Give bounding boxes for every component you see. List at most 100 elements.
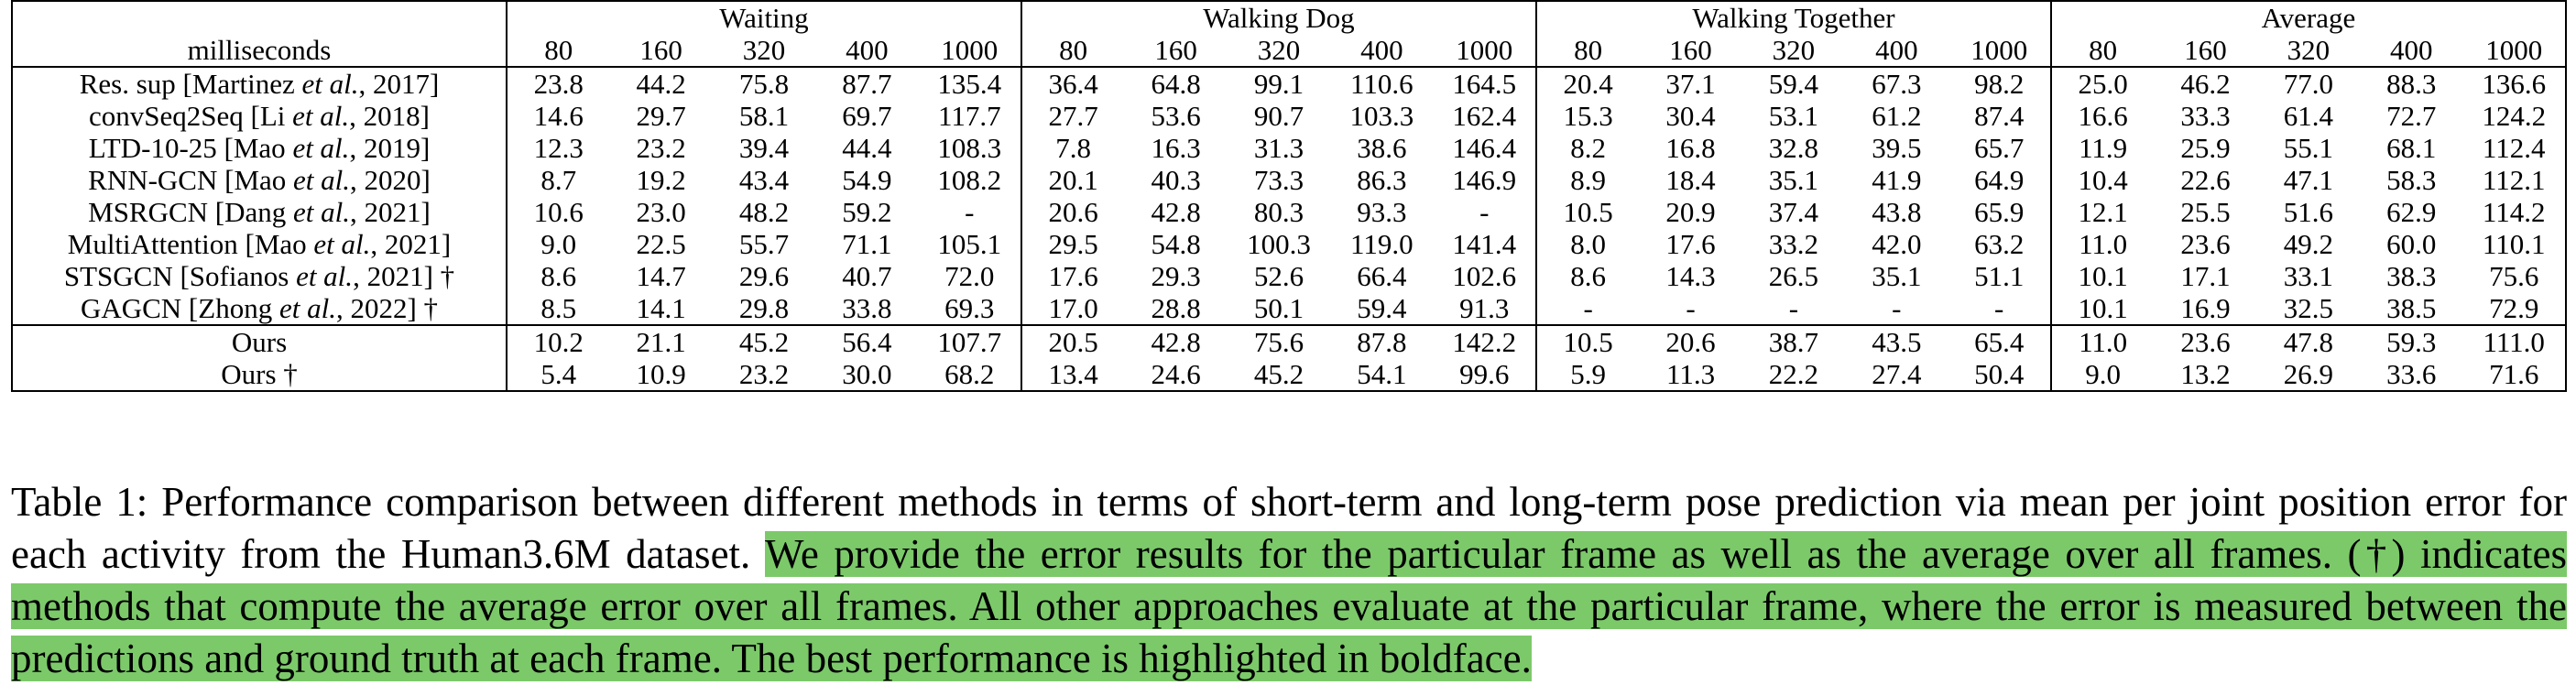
table-header: Waiting Walking Dog Walking Together Ave… (11, 0, 2567, 67)
value-cell: 75.6 (2462, 260, 2567, 292)
value-cell: 38.5 (2386, 292, 2437, 324)
value-cell: 7.8 (1020, 132, 1125, 164)
value-cell: 10.5 (1534, 196, 1640, 228)
value-cell: - (1892, 292, 1902, 324)
value-cell: 35.1 (1872, 260, 1922, 292)
value-cell: 68.1 (2386, 132, 2437, 164)
value-cell: 44.2 (609, 66, 713, 100)
group-header-average: Average (2049, 0, 2567, 34)
value-cell: 26.9 (2256, 358, 2361, 392)
value-cell: 108.2 (937, 164, 1002, 196)
value-cell: 41.9 (1872, 164, 1922, 196)
group-header-walking-dog: Walking Dog (1020, 0, 1536, 34)
table-row: GAGCN [Zhong et al., 2022] † 8.5 14.1 29.8 3… (11, 292, 2567, 325)
value-cell: 38.6 (1357, 132, 1407, 164)
value-cell: 72.0 (944, 260, 995, 292)
value-cell: 91.3 (1459, 292, 1510, 324)
method-cell: RNN-GCN [Mao et al., 2020] (11, 164, 507, 196)
value-cell: 47.1 (2283, 164, 2334, 196)
value-cell: 8.6 (1534, 260, 1640, 292)
horizon-header-cell: 160 (1154, 34, 1197, 66)
value-cell: 88.3 (2360, 66, 2463, 100)
value-cell: 29.3 (1151, 260, 1201, 292)
value-cell: 25.0 (2049, 66, 2155, 100)
value-cell: 10.6 (505, 196, 610, 228)
horizon-header-row: milliseconds 80 160 320 400 1000 80 160 320 400 1… (11, 34, 2567, 67)
horizon-header-cell: 1000 (1970, 34, 2028, 66)
value-cell: 114.2 (2462, 196, 2567, 228)
caption-text: Table 1: Performance comparison between … (11, 479, 2567, 577)
value-cell: 29.6 (738, 260, 790, 292)
value-cell: 59.4 (1741, 66, 1846, 100)
value-cell: 43.5 (1845, 324, 1948, 358)
value-cell: 62.9 (2386, 196, 2437, 228)
value-cell: 33.2 (1768, 228, 1819, 260)
value-cell: 105.1 (937, 228, 1002, 260)
value-cell: 111.0 (2462, 324, 2567, 358)
value-cell: 25.9 (2180, 132, 2231, 164)
group-header-row: Waiting Walking Dog Walking Together Ave… (11, 0, 2567, 34)
value-cell: 75.8 (712, 66, 816, 100)
value-cell: 37.1 (1639, 66, 1742, 100)
value-cell: 119.0 (1350, 228, 1414, 260)
value-cell: 54.8 (1151, 228, 1201, 260)
value-cell: 10.5 (1534, 324, 1640, 358)
value-cell: 10.9 (609, 358, 713, 392)
method-cell: STSGCN [Sofianos et al., 2021] † (11, 260, 507, 292)
value-cell: 29.8 (738, 292, 790, 324)
value-cell: 23.2 (636, 132, 686, 164)
value-cell: 69.3 (944, 292, 995, 324)
horizon-header-cell: 400 (1875, 34, 1918, 66)
horizon-header-cell: 80 (1534, 34, 1640, 67)
value-cell: 75.6 (1227, 324, 1331, 358)
value-cell: 40.3 (1151, 164, 1201, 196)
value-cell: 42.8 (1124, 324, 1228, 358)
value-cell: 50.4 (1948, 358, 2051, 392)
value-cell: 55.7 (738, 228, 790, 260)
value-cell: 10.1 (2049, 292, 2155, 325)
value-cell: 110.6 (1330, 66, 1434, 100)
value-cell: 19.2 (636, 164, 686, 196)
value-cell: 51.6 (2283, 196, 2334, 228)
value-cell: 63.2 (1974, 228, 2025, 260)
value-cell: 12.1 (2049, 196, 2155, 228)
horizon-header-cell: 400 (2390, 34, 2433, 66)
value-cell: 8.0 (1534, 228, 1640, 260)
value-cell: 23.0 (636, 196, 686, 228)
value-cell: 100.3 (1247, 228, 1311, 260)
value-cell: 93.3 (1357, 196, 1407, 228)
table-row: RNN-GCN [Mao et al., 2020] 8.7 19.2 43.4 54.… (11, 164, 2567, 196)
horizon-header-cell: 320 (1257, 34, 1301, 66)
table-row: Res. sup [Martinez et al., 2017] 23.8 44.2… (11, 66, 2567, 100)
value-cell: 99.1 (1227, 66, 1331, 100)
value-cell: 44.4 (842, 132, 892, 164)
horizon-header-cell: 1000 (2462, 34, 2567, 67)
value-cell: 32.5 (2283, 292, 2334, 324)
value-cell: 20.4 (1534, 66, 1640, 100)
value-cell: 14.7 (636, 260, 686, 292)
table-caption: Table 1: Performance comparison between … (11, 476, 2567, 685)
value-cell: 65.4 (1948, 324, 2051, 358)
value-cell: 11.9 (2049, 132, 2155, 164)
value-cell: 107.7 (918, 324, 1021, 358)
value-cell: 8.9 (1534, 164, 1640, 196)
value-cell: 13.4 (1020, 358, 1125, 392)
horizon-header-cell: 1000 (941, 34, 999, 66)
value-cell: 10.2 (505, 324, 610, 358)
value-cell: 20.6 (1020, 196, 1125, 228)
value-cell: 60.0 (2386, 228, 2437, 260)
table-row: MultiAttention [Mao et al., 2021] 9.0 22.5… (11, 228, 2567, 260)
value-cell: 37.4 (1768, 196, 1819, 228)
value-cell: 33.1 (2283, 260, 2334, 292)
value-cell: 55.1 (2283, 132, 2334, 164)
value-cell: 27.4 (1845, 358, 1948, 392)
method-cell: Ours (11, 324, 507, 358)
value-cell: 48.2 (738, 196, 790, 228)
horizon-header-cell: 160 (639, 34, 682, 66)
value-cell: 77.0 (2256, 66, 2361, 100)
value-cell: 17.1 (2180, 260, 2231, 292)
value-cell: 29.5 (1020, 228, 1125, 260)
value-cell: - (1479, 196, 1490, 228)
value-cell: - (1994, 292, 2004, 324)
method-cell: Ours † (11, 358, 507, 392)
